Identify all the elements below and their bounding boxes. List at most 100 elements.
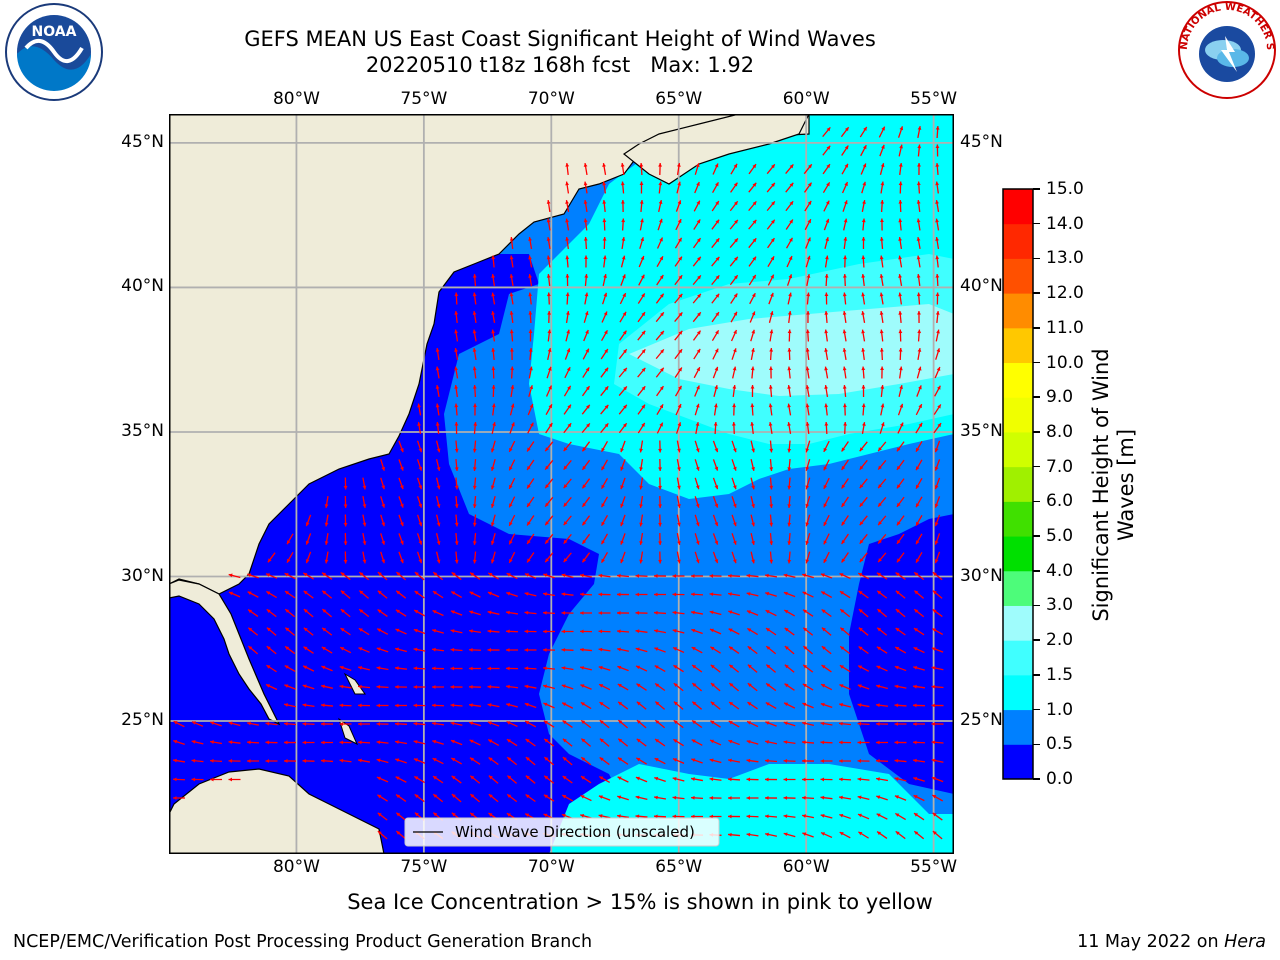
wave-direction-arrowhead — [746, 796, 751, 800]
wave-direction-arrowhead — [672, 758, 677, 762]
wave-direction-arrowhead — [654, 776, 659, 781]
wave-direction-arrowhead — [580, 629, 584, 634]
wave-direction-arrowhead — [858, 646, 863, 651]
wave-zone-0-0.5-east — [849, 514, 954, 794]
wave-direction-arrowhead — [750, 366, 755, 371]
wave-direction-arrowhead — [322, 590, 327, 595]
wave-direction-arrowhead — [491, 311, 495, 315]
wave-direction-arrowhead — [641, 293, 645, 298]
wave-direction-arrowhead — [618, 757, 623, 762]
wave-direction-arrowhead — [583, 218, 588, 223]
wave-direction-arrowhead — [395, 703, 399, 708]
wave-direction-arrowhead — [751, 559, 755, 564]
wave-direction-arrowhead — [750, 422, 755, 426]
wave-direction-arrowhead — [340, 590, 345, 595]
wave-direction-arrowhead — [544, 757, 549, 761]
wave-direction-arrowhead — [623, 404, 627, 409]
wave-direction-arrowhead — [618, 720, 623, 724]
wave-direction-arrowhead — [876, 758, 880, 763]
wave-direction-arrowhead — [916, 200, 921, 204]
wave-direction-arrowhead — [585, 329, 589, 334]
wave-direction-arrowhead — [302, 721, 307, 726]
lon-label-top: 75°W — [400, 89, 448, 109]
wave-direction-arrowhead — [543, 684, 548, 689]
colorbar-tick-mark — [1033, 639, 1040, 641]
wave-direction-arrowhead — [752, 182, 757, 187]
wave-direction-arrowhead — [843, 422, 848, 426]
wave-direction-arrowhead — [808, 164, 812, 169]
wave-direction-arrowhead — [546, 218, 551, 223]
wave-direction-arrowhead — [697, 312, 701, 317]
wave-direction-arrowhead — [324, 504, 329, 508]
wave-direction-arrowhead — [894, 740, 899, 745]
wave-direction-arrowhead — [917, 348, 922, 352]
wave-direction-arrowhead — [820, 814, 825, 818]
wave-direction-arrowhead — [841, 521, 846, 526]
wave-direction-arrowhead — [635, 629, 640, 634]
wave-direction-arrowhead — [857, 795, 862, 800]
wave-direction-arrowhead — [524, 648, 529, 652]
wave-direction-arrowhead — [916, 218, 921, 223]
wave-direction-arrowhead — [454, 522, 459, 527]
wave-direction-arrowhead — [658, 448, 662, 453]
wave-direction-arrowhead — [343, 541, 348, 545]
wave-direction-arrowhead — [880, 181, 885, 186]
wave-direction-arrowhead — [303, 609, 308, 613]
wave-direction-arrowhead — [324, 522, 329, 527]
wave-direction-arrowhead — [598, 629, 603, 634]
wave-direction-arrowhead — [898, 181, 903, 186]
wave-direction-arrowhead — [769, 329, 774, 334]
wave-direction-arrowhead — [695, 522, 700, 527]
wave-direction-arrowhead — [491, 255, 496, 260]
wave-direction-arrowhead — [747, 664, 752, 669]
wave-direction-arrowhead — [562, 738, 567, 743]
wave-direction-arrowhead — [803, 646, 808, 650]
wave-direction-arrowhead — [672, 777, 677, 781]
wave-direction-arrowhead — [359, 572, 364, 576]
wave-direction-arrowhead — [604, 330, 608, 335]
wave-direction-arrowhead — [765, 721, 770, 725]
wave-direction-arrowhead — [881, 144, 885, 149]
wave-direction-arrowhead — [895, 572, 900, 577]
wave-direction-arrowhead — [490, 503, 495, 508]
wave-direction-arrowhead — [545, 558, 549, 563]
wave-direction-arrowhead — [746, 573, 751, 578]
wave-direction-arrowhead — [248, 646, 253, 650]
wave-direction-arrowhead — [916, 181, 921, 186]
wave-direction-arrowhead — [857, 759, 862, 763]
wave-direction-arrowhead — [602, 237, 607, 241]
wave-direction-arrowhead — [932, 812, 937, 817]
wave-direction-arrowhead — [783, 758, 788, 763]
wave-direction-arrowhead — [859, 447, 864, 452]
wave-direction-arrowhead — [377, 590, 382, 595]
wave-direction-arrowhead — [733, 182, 738, 187]
wave-direction-arrowhead — [601, 540, 605, 545]
wave-direction-arrowhead — [916, 521, 920, 526]
wave-direction-arrowhead — [935, 181, 940, 186]
wave-direction-arrowhead — [880, 422, 885, 427]
wave-direction-arrowhead — [432, 591, 437, 595]
wave-direction-arrowhead — [879, 274, 884, 278]
wave-direction-arrowhead — [895, 609, 900, 613]
wave-direction-arrowhead — [769, 366, 773, 371]
colorbar-tick-mark — [1033, 500, 1040, 503]
wave-direction-arrowhead — [876, 646, 881, 651]
lon-label-bottom: 65°W — [655, 857, 703, 877]
wave-direction-arrowhead — [751, 348, 755, 352]
wave-direction-arrowhead — [321, 740, 325, 745]
wave-direction-arrowhead — [343, 559, 348, 564]
wave-direction-arrowhead — [381, 485, 386, 490]
wave-direction-arrowhead — [826, 127, 831, 132]
wave-direction-arrowhead — [339, 722, 344, 726]
wave-direction-arrowhead — [710, 646, 715, 651]
colorbar-label-line2: Waves [m] — [1114, 428, 1138, 542]
wave-direction-arrowhead — [714, 366, 719, 371]
wave-direction-arrowhead — [733, 311, 737, 316]
wave-direction-arrowhead — [525, 721, 530, 725]
wave-direction-arrowhead — [806, 274, 811, 278]
wave-direction-arrowhead — [672, 814, 677, 819]
wave-direction-arrowhead — [859, 558, 864, 563]
colorbar-tick-label: 13.0 — [1046, 248, 1084, 269]
wave-direction-arrowhead — [581, 738, 586, 743]
wave-direction-arrowhead — [567, 385, 571, 390]
